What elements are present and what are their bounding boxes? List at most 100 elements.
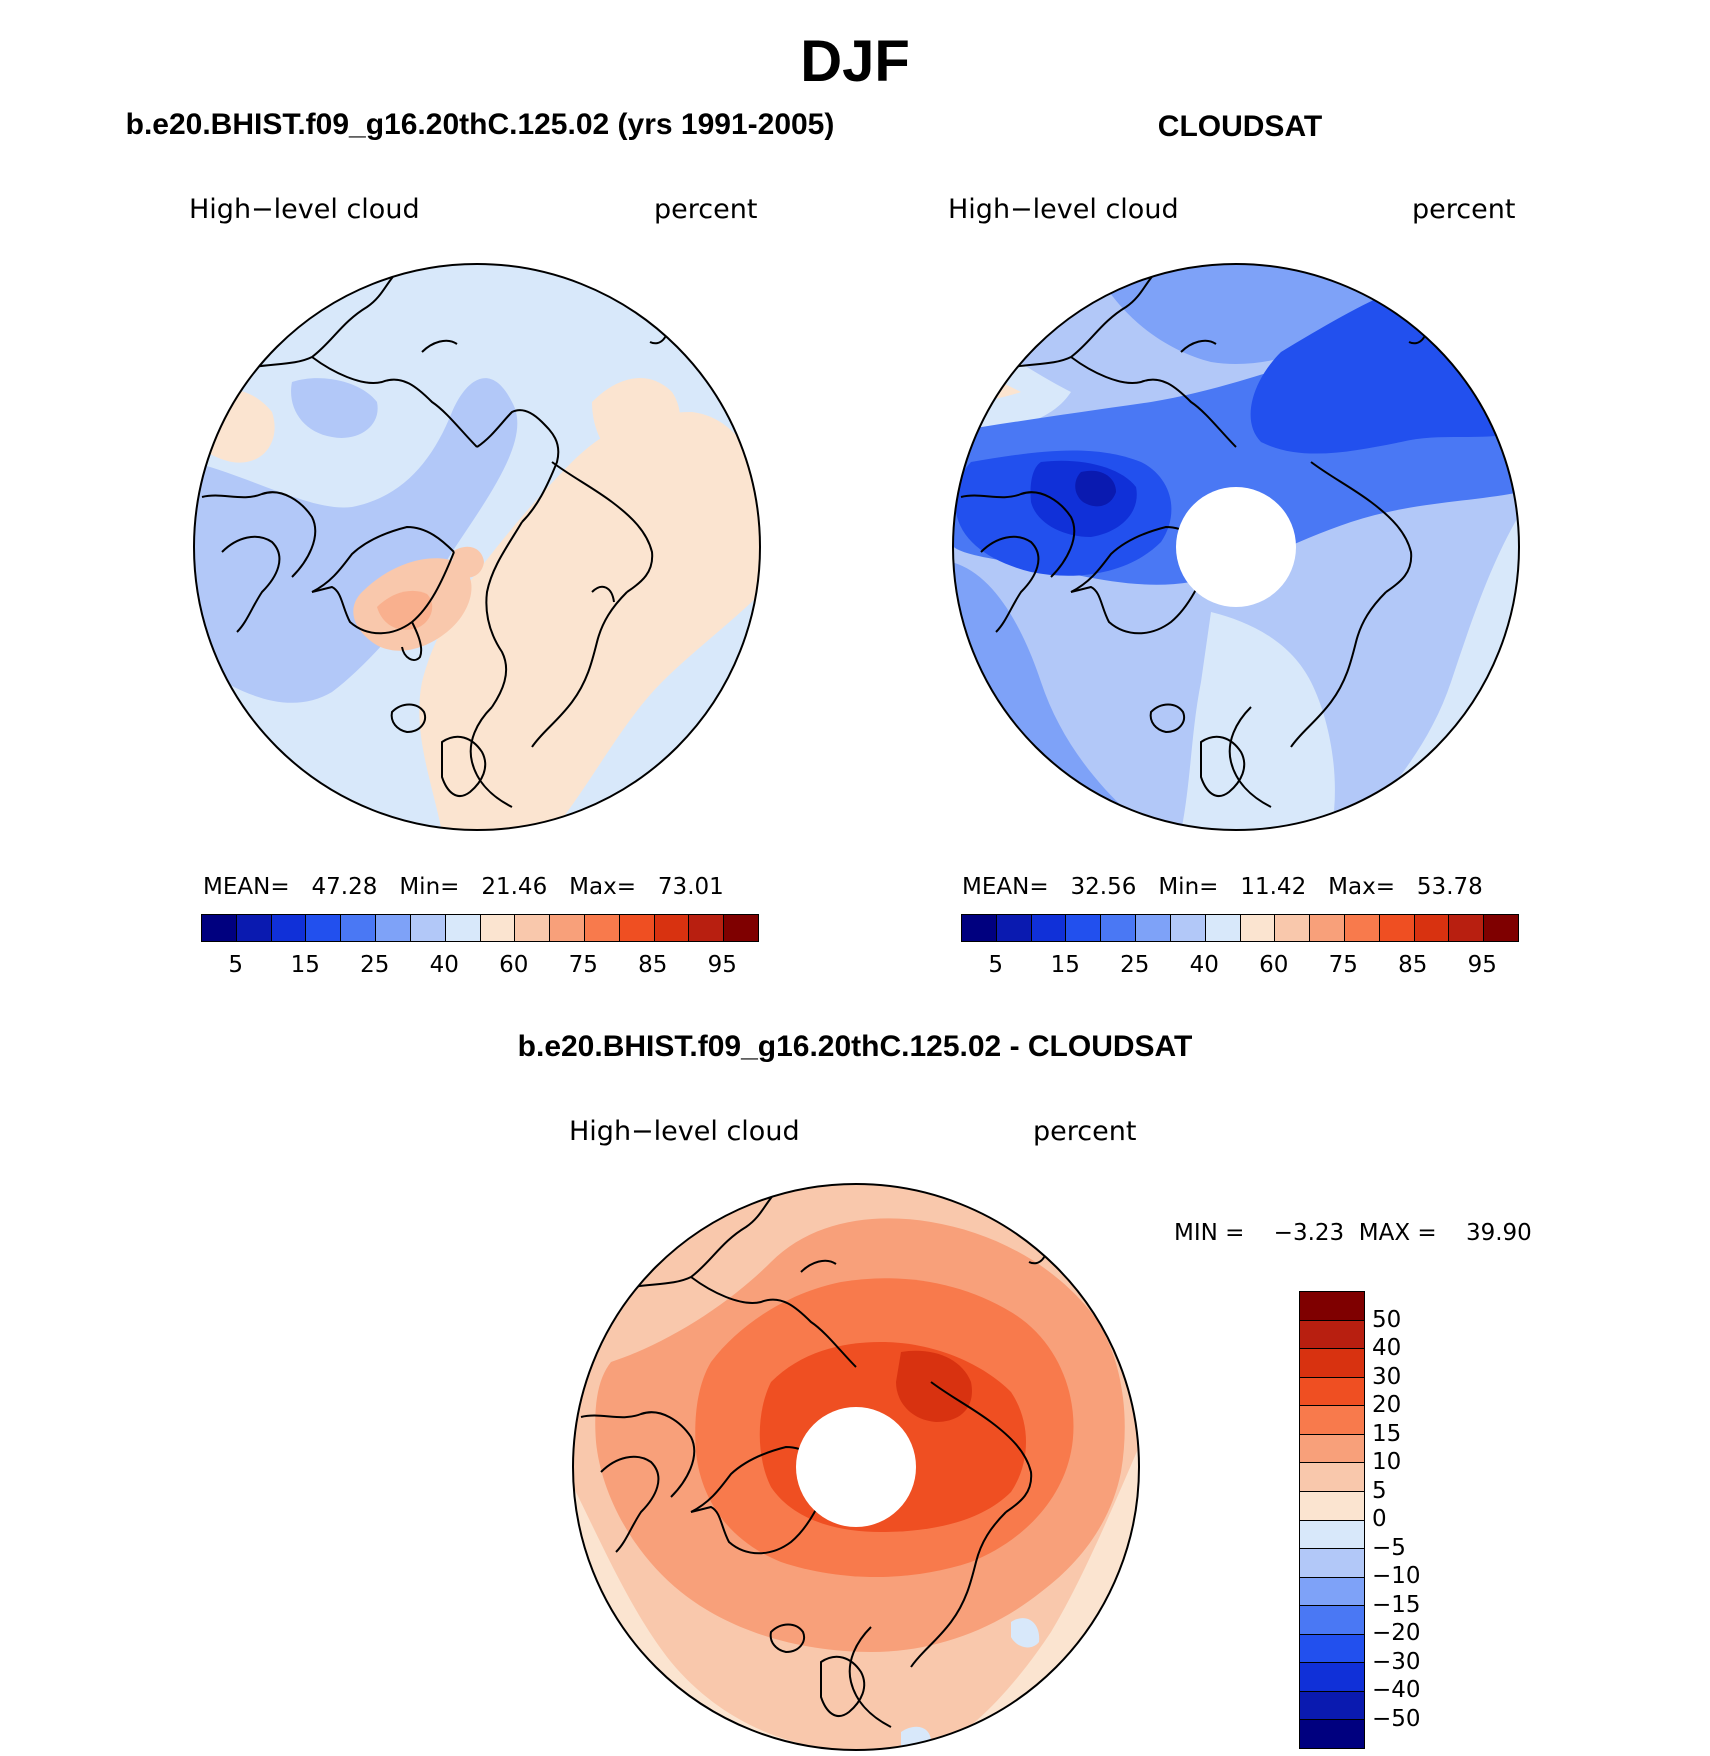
- colorbar-tick-label: 95: [707, 952, 737, 978]
- colorbar-swatch: [962, 915, 997, 941]
- colorbar-tick-label: −5: [1372, 1534, 1406, 1561]
- colorbar-tick-label: −10: [1372, 1563, 1421, 1589]
- colorbar-swatch: [1136, 915, 1171, 941]
- colorbar-tick-label: −30: [1372, 1648, 1421, 1675]
- colorbar-tick-label: 75: [568, 952, 598, 978]
- colorbar-tick-label: 60: [499, 952, 529, 978]
- obs-colorbar: [961, 914, 1519, 942]
- colorbar-swatch: [1066, 915, 1102, 941]
- colorbar-swatch: [1300, 1349, 1364, 1378]
- colorbar-swatch: [1300, 1377, 1364, 1407]
- colorbar-swatch: [550, 915, 585, 941]
- diff-variable-label: High−level cloud: [569, 1116, 800, 1147]
- obs-panel-title: CLOUDSAT: [1157, 110, 1323, 143]
- obs-colorbar-ticks: 5 15 25 40 60 75 85 95: [961, 952, 1517, 980]
- diff-max-label: MAX =: [1358, 1220, 1437, 1246]
- colorbar-swatch: [1300, 1606, 1364, 1635]
- obs-max-label: Max=: [1328, 874, 1395, 900]
- colorbar-swatch: [1379, 915, 1415, 941]
- colorbar-swatch: [1300, 1691, 1364, 1721]
- colorbar-tick-label: 40: [1189, 952, 1219, 978]
- model-units-label: percent: [654, 194, 758, 225]
- colorbar-swatch: [515, 915, 551, 941]
- model-max-value: 73.01: [657, 874, 724, 900]
- colorbar-swatch: [1300, 1406, 1364, 1435]
- colorbar-tick-label: 40: [1372, 1335, 1402, 1361]
- colorbar-tick-label: 95: [1467, 952, 1497, 978]
- colorbar-swatch: [376, 915, 411, 941]
- colorbar-swatch: [584, 915, 620, 941]
- model-mean-value: 47.28: [311, 874, 378, 900]
- model-panel-title: b.e20.BHIST.f09_g16.20thC.125.02 (yrs 19…: [125, 108, 835, 141]
- colorbar-swatch: [1344, 915, 1380, 941]
- model-colorbar: [201, 914, 759, 942]
- diff-max-value: 39.90: [1465, 1220, 1532, 1246]
- colorbar-swatch: [1300, 1491, 1364, 1521]
- colorbar-swatch: [480, 915, 516, 941]
- colorbar-tick-label: 85: [638, 952, 668, 978]
- colorbar-swatch: [654, 915, 690, 941]
- diff-polar-map: [572, 1183, 1140, 1751]
- colorbar-tick-label: 5: [988, 952, 1004, 978]
- obs-max-value: 53.78: [1416, 874, 1483, 900]
- colorbar-tick-label: −40: [1372, 1677, 1421, 1703]
- colorbar-tick-label: 20: [1372, 1392, 1402, 1418]
- colorbar-swatch: [689, 915, 725, 941]
- model-variable-label: High−level cloud: [189, 194, 420, 225]
- colorbar-tick-label: 85: [1398, 952, 1428, 978]
- diff-units-label: percent: [1033, 1116, 1137, 1147]
- colorbar-tick-label: 75: [1328, 952, 1358, 978]
- colorbar-tick-label: 60: [1259, 952, 1289, 978]
- colorbar-swatch: [724, 915, 758, 941]
- model-mean-label: MEAN=: [203, 874, 290, 900]
- colorbar-tick-label: 10: [1372, 1449, 1402, 1475]
- model-min-value: 21.46: [481, 874, 548, 900]
- colorbar-swatch: [1300, 1463, 1364, 1492]
- colorbar-swatch: [1101, 915, 1137, 941]
- colorbar-tick-label: 15: [290, 952, 320, 978]
- colorbar-tick-label: 50: [1372, 1306, 1402, 1333]
- colorbar-swatch: [1414, 915, 1450, 941]
- diff-colorbar: [1299, 1291, 1365, 1749]
- colorbar-tick-label: 5: [1372, 1477, 1387, 1504]
- obs-mean-value: 32.56: [1070, 874, 1137, 900]
- colorbar-swatch: [1275, 915, 1311, 941]
- diff-stats: MIN = −3.23 MAX = 39.90: [1174, 1220, 1532, 1246]
- colorbar-swatch: [1300, 1320, 1364, 1350]
- model-polar-map: [193, 263, 761, 831]
- colorbar-swatch: [1484, 915, 1518, 941]
- colorbar-swatch: [1310, 915, 1345, 941]
- colorbar-swatch: [1300, 1663, 1364, 1692]
- colorbar-tick-label: −15: [1372, 1591, 1421, 1618]
- colorbar-tick-label: −20: [1372, 1620, 1421, 1646]
- colorbar-swatch: [306, 915, 342, 941]
- colorbar-tick-label: 40: [429, 952, 459, 978]
- colorbar-swatch: [1300, 1520, 1364, 1550]
- diff-min-value: −3.23: [1273, 1220, 1345, 1246]
- model-min-label: Min=: [399, 874, 460, 900]
- colorbar-swatch: [202, 915, 237, 941]
- colorbar-swatch: [445, 915, 481, 941]
- obs-variable-label: High−level cloud: [948, 194, 1179, 225]
- colorbar-swatch: [1300, 1549, 1364, 1578]
- colorbar-swatch: [236, 915, 272, 941]
- obs-stats: MEAN= 32.56 Min= 11.42 Max= 53.78: [962, 874, 1483, 900]
- colorbar-swatch: [1300, 1434, 1364, 1464]
- colorbar-swatch: [1170, 915, 1206, 941]
- obs-polar-map: [952, 263, 1520, 831]
- colorbar-swatch: [1031, 915, 1067, 941]
- model-max-label: Max=: [569, 874, 636, 900]
- colorbar-tick-label: 25: [360, 952, 390, 978]
- obs-min-value: 11.42: [1240, 874, 1307, 900]
- colorbar-tick-label: 15: [1372, 1420, 1402, 1447]
- colorbar-swatch: [1240, 915, 1276, 941]
- colorbar-tick-label: 0: [1372, 1506, 1387, 1532]
- colorbar-tick-label: −50: [1372, 1705, 1421, 1732]
- figure-title: DJF: [800, 29, 910, 94]
- obs-min-label: Min=: [1158, 874, 1219, 900]
- colorbar-swatch: [1205, 915, 1241, 941]
- colorbar-swatch: [1300, 1577, 1364, 1607]
- diff-min-label: MIN =: [1174, 1220, 1245, 1246]
- diff-panel-title: b.e20.BHIST.f09_g16.20thC.125.02 - CLOUD…: [517, 1030, 1193, 1063]
- obs-units-label: percent: [1412, 194, 1516, 225]
